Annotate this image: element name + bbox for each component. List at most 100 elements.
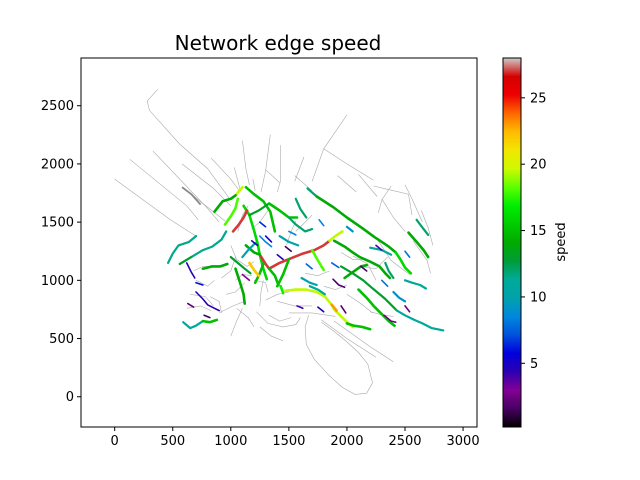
road-line xyxy=(265,291,289,301)
colorbar-frame xyxy=(502,57,522,428)
road-line xyxy=(186,305,212,311)
speed-edge xyxy=(279,284,285,295)
road-line xyxy=(375,237,410,275)
speed-edge xyxy=(190,230,228,259)
road-line xyxy=(321,319,377,358)
road-line xyxy=(294,156,305,182)
road-line-thick xyxy=(181,186,202,206)
speed-edge xyxy=(276,253,284,261)
speed-edge xyxy=(375,244,383,251)
road-line xyxy=(358,174,378,197)
speed-edge xyxy=(343,263,369,280)
speed-edge xyxy=(250,240,259,247)
speed-edge xyxy=(244,185,277,233)
x-tick-label: 3000 xyxy=(447,434,480,449)
plot-frame xyxy=(80,57,478,428)
road-line xyxy=(277,301,313,307)
y-tick-label: 1000 xyxy=(41,274,74,289)
road-line xyxy=(252,179,256,191)
road-line xyxy=(195,280,215,287)
x-tick-label: 2000 xyxy=(330,434,363,449)
x-tick-label: 1000 xyxy=(214,434,247,449)
speed-edge xyxy=(404,305,411,313)
speed-edge xyxy=(306,187,318,198)
road-line xyxy=(340,252,365,260)
road-line xyxy=(210,157,241,193)
speed-edge xyxy=(258,253,271,271)
x-tick-label: 1500 xyxy=(272,434,305,449)
speed-edge xyxy=(267,267,280,287)
speed-edge xyxy=(241,273,251,282)
road-line xyxy=(334,320,394,363)
speed-edge xyxy=(318,219,325,227)
speed-edge xyxy=(308,285,326,296)
x-tick-label: 500 xyxy=(160,434,185,449)
speed-edge xyxy=(395,309,445,332)
road-line xyxy=(304,315,373,395)
speed-edge xyxy=(415,218,430,236)
road-line xyxy=(305,270,330,277)
road-line xyxy=(209,296,222,313)
speed-edge xyxy=(310,248,326,272)
speed-edge xyxy=(267,202,299,219)
road-line xyxy=(373,185,413,216)
speed-edge xyxy=(178,256,193,266)
colorbar-ticks: 5 10 15 20 25 xyxy=(521,91,547,372)
speed-edge xyxy=(330,262,340,269)
road-line xyxy=(277,145,282,192)
speed-edge xyxy=(195,281,204,286)
speed-edge xyxy=(407,231,430,259)
road-line xyxy=(256,311,301,328)
speed-edge xyxy=(287,216,314,233)
speed-edge xyxy=(394,251,413,275)
road-line xyxy=(381,198,406,232)
background-roads xyxy=(114,89,434,395)
speed-edge xyxy=(213,194,237,213)
speed-edge xyxy=(234,267,246,305)
speed-edge xyxy=(383,314,397,324)
colorbar-label: speed xyxy=(554,222,569,261)
speed-edges xyxy=(167,185,445,332)
x-tick-label: 2500 xyxy=(388,434,421,449)
speed-edge xyxy=(187,302,195,308)
speed-edge xyxy=(330,303,338,312)
speed-edge xyxy=(332,278,346,289)
road-line xyxy=(295,214,313,232)
speed-edge xyxy=(288,230,297,236)
road-line xyxy=(311,114,348,182)
speed-edge xyxy=(278,235,300,247)
speed-edge xyxy=(241,242,257,259)
road-line xyxy=(253,280,269,293)
road-line xyxy=(146,89,158,102)
speed-edge xyxy=(275,258,291,288)
speed-edge xyxy=(357,288,396,328)
y-tick-label: 500 xyxy=(49,332,74,347)
colorbar: 5 10 15 20 25 speed xyxy=(502,57,569,428)
speed-edge xyxy=(360,265,368,272)
speed-edge xyxy=(317,306,325,313)
road-line xyxy=(288,312,336,317)
speed-edge xyxy=(315,195,398,254)
speed-edge xyxy=(328,230,344,243)
colorbar-tick-label: 5 xyxy=(530,357,538,372)
speed-edge xyxy=(340,305,347,314)
speed-edge xyxy=(229,256,252,275)
x-axis: 0 500 1000 1500 2000 2500 3000 xyxy=(111,427,480,449)
speed-edge xyxy=(195,291,220,312)
road-line xyxy=(236,308,255,328)
road-line xyxy=(352,255,377,281)
speed-edge xyxy=(284,245,293,252)
speed-edge xyxy=(223,197,240,226)
road-line xyxy=(230,308,243,337)
plot-area xyxy=(80,57,478,428)
road-line xyxy=(404,184,423,223)
road-line xyxy=(337,175,357,193)
speed-edge xyxy=(267,239,331,271)
road-line xyxy=(181,163,232,207)
speed-edge xyxy=(264,235,273,243)
y-tick-label: 1500 xyxy=(41,216,74,231)
speed-edge xyxy=(340,265,398,312)
speed-edge xyxy=(392,290,407,303)
road-line xyxy=(221,257,236,279)
